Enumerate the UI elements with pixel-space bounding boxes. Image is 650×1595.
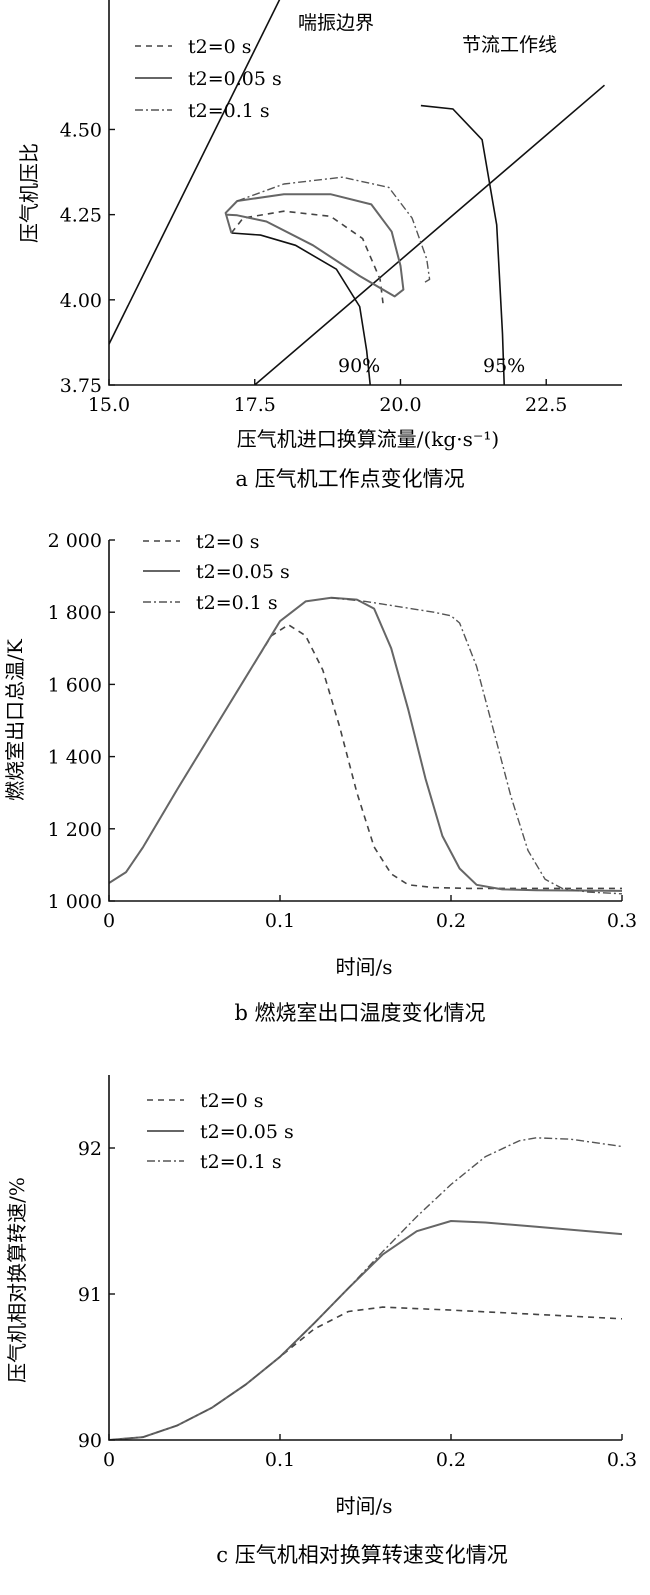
series-line-b-2 xyxy=(331,597,622,895)
y-tick-label-c-1: 91 xyxy=(78,1284,102,1306)
caption-c: c 压气机相对换算转速变化情况 xyxy=(216,1543,507,1567)
y-tick-label-b-1: 1 200 xyxy=(48,819,102,841)
legend-b-label-0: t2=0 s xyxy=(196,531,260,553)
y-tick-label-b-4: 1 800 xyxy=(48,602,102,624)
x-tick-label-b-2: 0.2 xyxy=(436,910,466,932)
x-axis-label-b: 时间/s xyxy=(335,955,392,979)
x-tick-label-c-0: 0 xyxy=(103,1449,115,1471)
series-line-c-1 xyxy=(109,1220,622,1440)
axes-frame-c xyxy=(108,1075,622,1441)
y-axis-label-b: 燃烧室出口总温/K xyxy=(3,638,27,801)
axes-frame-a xyxy=(108,0,622,386)
legend-b-label-1: t2=0.05 s xyxy=(196,561,290,583)
legend-c-label-0: t2=0 s xyxy=(200,1090,264,1112)
x-axis-label-a: 压气机进口换算流量/(kg·s⁻¹) xyxy=(237,427,499,451)
axes-frame-b xyxy=(108,540,622,902)
series-line-c-2 xyxy=(109,1137,622,1440)
y-tick-label-b-5: 2 000 xyxy=(48,530,102,552)
ticks-b: 0 0.1 0.2 0.3 1 000 1 200 1 400 1 600 1 800 2 000 xyxy=(48,530,638,932)
y-axis-label-a: 压气机压比 xyxy=(17,143,41,243)
y-tick-label-a-3: 4.50 xyxy=(60,119,102,141)
x-tick-label-c-1: 0.1 xyxy=(265,1449,295,1471)
chart-combustor-temperature: 0 0.1 0.2 0.3 1 000 1 200 1 400 1 600 1 800 2 000… xyxy=(3,530,637,1025)
chart-compressor-speed: 0 0.1 0.2 0.3 90 91 92 压气机相对换算转速/% 时间/s c 压气机相… xyxy=(5,1075,637,1567)
plot-area-a xyxy=(109,0,606,385)
legend-a-label-0: t2=0 s xyxy=(188,36,252,58)
series-line-a-2 xyxy=(236,176,431,284)
y-tick-label-c-2: 92 xyxy=(78,1138,102,1160)
y-tick-label-a-1: 4.00 xyxy=(60,290,102,312)
legend-a-label-2: t2=0.1 s xyxy=(188,100,270,122)
x-tick-label-a-1: 17.5 xyxy=(234,394,276,416)
chart-compressor-map: 15.0 17.5 20.0 22.5 3.75 4.00 4.25 4.50 喘振边界 节流… xyxy=(17,0,622,491)
annotation-throttle-line: 节流工作线 xyxy=(462,34,557,56)
y-tick-label-c-0: 90 xyxy=(78,1430,102,1452)
ticks-a: 15.0 17.5 20.0 22.5 3.75 4.00 4.25 4.50 xyxy=(60,119,568,416)
legend-b: t2=0 s t2=0.05 s t2=0.1 s xyxy=(143,531,290,614)
legend-a: t2=0 s t2=0.05 s t2=0.1 s xyxy=(135,36,282,122)
series-line-a-1 xyxy=(224,193,405,298)
x-tick-label-c-2: 0.2 xyxy=(436,1449,466,1471)
y-tick-label-b-0: 1 000 xyxy=(48,891,102,913)
y-tick-label-b-3: 1 600 xyxy=(48,674,102,696)
y-tick-label-a-2: 4.25 xyxy=(60,205,102,227)
x-tick-label-b-3: 0.3 xyxy=(607,910,637,932)
plot-area-b xyxy=(109,596,622,895)
series-line-b-0 xyxy=(109,623,622,890)
legend-a-label-1: t2=0.05 s xyxy=(188,68,282,90)
legend-c-label-2: t2=0.1 s xyxy=(200,1151,282,1173)
x-tick-label-b-0: 0 xyxy=(103,910,115,932)
reference-line-surge xyxy=(109,0,281,345)
legend-c: t2=0 s t2=0.05 s t2=0.1 s xyxy=(147,1090,294,1173)
series-line-b-1 xyxy=(109,596,622,892)
y-axis-label-c: 压气机相对换算转速/% xyxy=(5,1177,29,1383)
reference-line-speed-95 xyxy=(420,104,505,385)
x-axis-label-c: 时间/s xyxy=(335,1494,392,1518)
legend-b-label-2: t2=0.1 s xyxy=(196,592,278,614)
x-tick-label-b-1: 0.1 xyxy=(265,910,295,932)
ticks-c: 0 0.1 0.2 0.3 90 91 92 xyxy=(78,1138,637,1471)
caption-b: b 燃烧室出口温度变化情况 xyxy=(234,1001,485,1025)
caption-a: a 压气机工作点变化情况 xyxy=(235,467,464,491)
reference-line-throttle xyxy=(254,84,606,385)
x-tick-label-a-2: 20.0 xyxy=(379,394,421,416)
legend-c-label-1: t2=0.05 s xyxy=(200,1121,294,1143)
reference-line-speed-90 xyxy=(231,232,371,385)
x-tick-label-c-3: 0.3 xyxy=(607,1449,637,1471)
series-line-a-0 xyxy=(230,210,384,304)
x-tick-label-a-3: 22.5 xyxy=(525,394,567,416)
annotation-surge-boundary: 喘振边界 xyxy=(298,12,374,34)
y-tick-label-a-0: 3.75 xyxy=(60,375,102,397)
plot-area-c xyxy=(109,1137,622,1440)
x-tick-label-a-0: 15.0 xyxy=(88,394,130,416)
annotation-speed-90: 90% xyxy=(338,355,380,377)
y-tick-label-b-2: 1 400 xyxy=(48,747,102,769)
annotation-speed-95: 95% xyxy=(483,355,525,377)
